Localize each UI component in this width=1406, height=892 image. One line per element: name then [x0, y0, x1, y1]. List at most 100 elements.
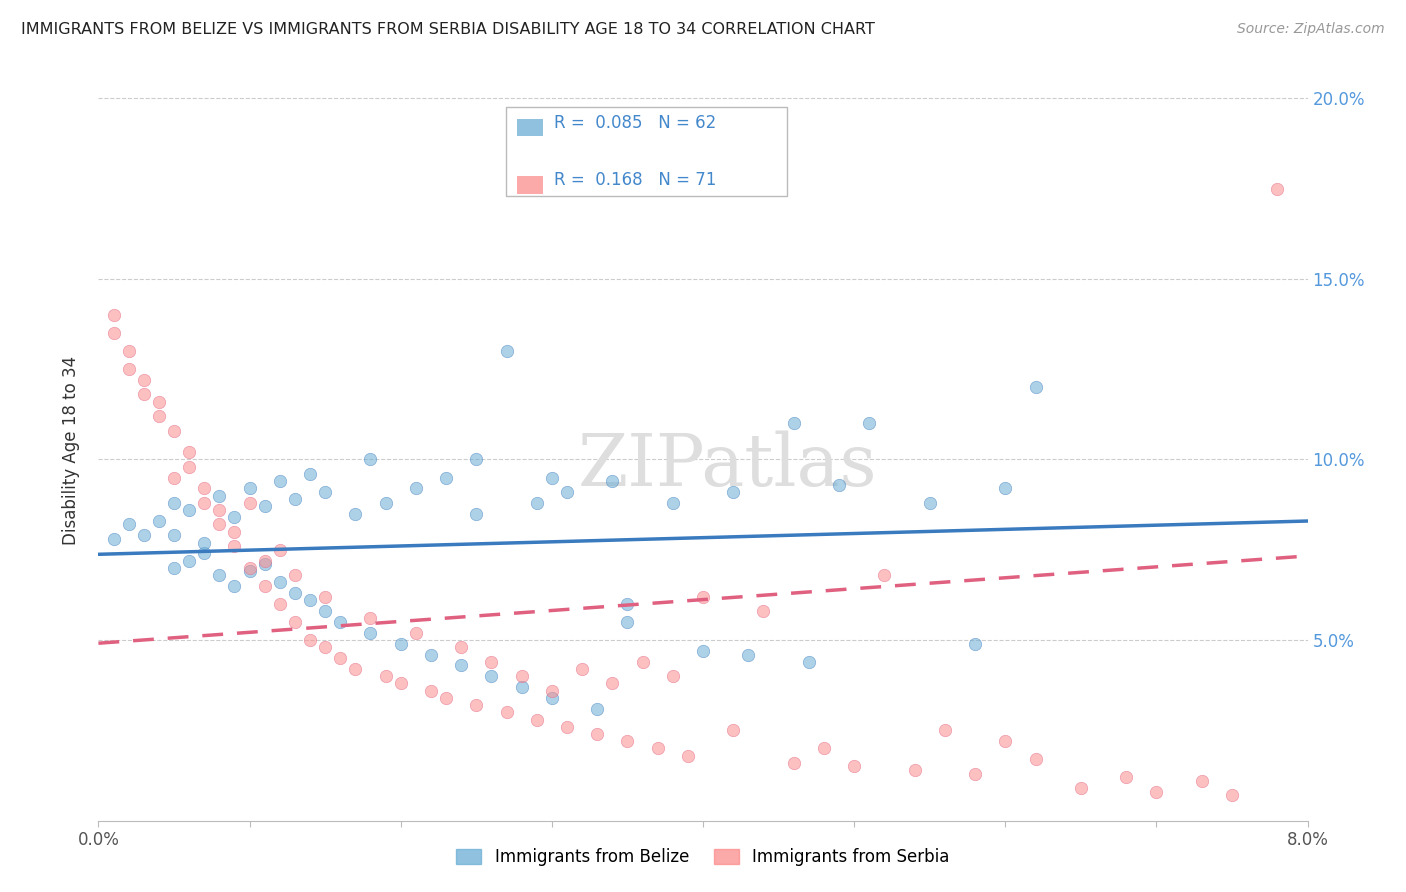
Point: [540, 470, 562, 484]
Point: [374, 496, 396, 510]
Point: [163, 470, 186, 484]
Point: [1070, 781, 1092, 796]
Point: [239, 565, 262, 579]
Point: [858, 417, 880, 431]
Point: [481, 655, 503, 669]
Point: [253, 558, 276, 572]
Point: [571, 662, 593, 676]
Point: [344, 507, 367, 521]
Point: [253, 553, 276, 567]
Point: [797, 655, 820, 669]
Point: [314, 590, 336, 604]
Point: [239, 482, 262, 496]
Point: [813, 741, 835, 756]
Point: [179, 459, 201, 474]
Point: [314, 640, 336, 655]
Point: [1267, 181, 1289, 195]
Point: [163, 528, 186, 542]
Point: [269, 474, 291, 488]
Point: [132, 387, 155, 401]
Point: [994, 734, 1017, 748]
Y-axis label: Disability Age 18 to 34: Disability Age 18 to 34: [62, 356, 80, 545]
Point: [752, 604, 775, 618]
Point: [269, 542, 291, 557]
Point: [269, 575, 291, 590]
Point: [540, 683, 562, 698]
Point: [586, 701, 609, 715]
Point: [284, 492, 307, 507]
Point: [118, 362, 141, 376]
Point: [616, 734, 638, 748]
Point: [148, 394, 170, 409]
Point: [676, 748, 699, 763]
Point: [179, 445, 201, 459]
Point: [314, 485, 336, 500]
Point: [103, 532, 125, 546]
Point: [526, 713, 548, 727]
Point: [616, 615, 638, 629]
Point: [193, 535, 215, 549]
Point: [616, 597, 638, 611]
Point: [253, 579, 276, 593]
Point: [1025, 380, 1047, 394]
Point: [510, 669, 533, 683]
Point: [450, 658, 472, 673]
Point: [344, 662, 367, 676]
Text: ZIPatlas: ZIPatlas: [578, 430, 877, 500]
Point: [405, 482, 427, 496]
Point: [208, 489, 231, 503]
Text: R =  0.085   N = 62: R = 0.085 N = 62: [554, 114, 716, 132]
Point: [828, 477, 851, 491]
Point: [299, 633, 322, 648]
Point: [269, 597, 291, 611]
Point: [299, 467, 322, 481]
Text: R =  0.168   N = 71: R = 0.168 N = 71: [554, 171, 716, 189]
Point: [723, 723, 745, 738]
Point: [420, 648, 443, 662]
Point: [118, 517, 141, 532]
Point: [208, 503, 231, 517]
Point: [224, 510, 246, 524]
Point: [434, 690, 457, 705]
Point: [1115, 770, 1137, 784]
Point: [904, 763, 927, 777]
Point: [284, 568, 307, 582]
Point: [239, 561, 262, 575]
Point: [495, 706, 517, 720]
Point: [284, 615, 307, 629]
Point: [602, 676, 624, 690]
Point: [465, 452, 488, 467]
Point: [103, 308, 125, 322]
Point: [208, 517, 231, 532]
Point: [647, 741, 669, 756]
Point: [783, 756, 806, 770]
Point: [631, 655, 654, 669]
Text: Source: ZipAtlas.com: Source: ZipAtlas.com: [1237, 22, 1385, 37]
Point: [374, 669, 396, 683]
Point: [224, 539, 246, 553]
Point: [555, 485, 578, 500]
Point: [692, 644, 714, 658]
Point: [510, 680, 533, 694]
Point: [224, 524, 246, 539]
Point: [208, 568, 231, 582]
Point: [844, 759, 866, 773]
Point: [450, 640, 472, 655]
Point: [1146, 785, 1168, 799]
Point: [103, 326, 125, 340]
Point: [163, 424, 186, 438]
Point: [284, 586, 307, 600]
Point: [132, 528, 155, 542]
Point: [723, 485, 745, 500]
Text: IMMIGRANTS FROM BELIZE VS IMMIGRANTS FROM SERBIA DISABILITY AGE 18 TO 34 CORRELA: IMMIGRANTS FROM BELIZE VS IMMIGRANTS FRO…: [21, 22, 875, 37]
Point: [389, 637, 412, 651]
Point: [193, 482, 215, 496]
Point: [934, 723, 956, 738]
Point: [420, 683, 443, 698]
Point: [239, 496, 262, 510]
Legend: Immigrants from Belize, Immigrants from Serbia: Immigrants from Belize, Immigrants from …: [449, 840, 957, 875]
Point: [118, 344, 141, 359]
Point: [360, 611, 382, 625]
Point: [329, 651, 352, 665]
Point: [224, 579, 246, 593]
